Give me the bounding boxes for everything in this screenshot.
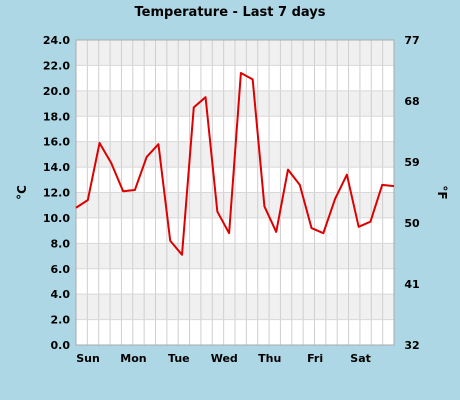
- y2-tick-label: 59: [404, 156, 419, 169]
- y2-tick-label: 50: [404, 217, 420, 230]
- y2-tick-label: 32: [404, 339, 419, 352]
- y2-tick-label: 77: [404, 34, 419, 47]
- y-axis-label-fahrenheit: °F: [435, 185, 449, 199]
- y-tick-label: 12.0: [43, 187, 70, 200]
- y-tick-label: 20.0: [43, 85, 70, 98]
- y-tick-label: 8.0: [51, 237, 71, 250]
- plot-area: [75, 39, 395, 346]
- chart-title: Temperature - Last 7 days: [135, 5, 326, 20]
- y-tick-label: 6.0: [51, 263, 71, 276]
- temperature-series-line: [75, 72, 395, 256]
- y-tick-label: 2.0: [51, 314, 71, 327]
- x-tick-label: Sun: [76, 352, 100, 365]
- x-tick-label: Mon: [120, 352, 146, 365]
- y-tick-label: 16.0: [43, 136, 70, 149]
- plot-border: [75, 39, 395, 346]
- y-tick-label: 4.0: [51, 288, 71, 301]
- y-axis-label-celsius: °C: [15, 185, 29, 200]
- y-tick-label: 14.0: [43, 161, 70, 174]
- x-tick-label: Wed: [211, 352, 238, 365]
- y-tick-label: 22.0: [43, 59, 70, 72]
- y-tick-label: 0.0: [51, 339, 71, 352]
- y2-tick-label: 68: [404, 95, 419, 108]
- x-tick-label: Thu: [258, 352, 281, 365]
- x-tick-label: Sat: [350, 352, 371, 365]
- x-tick-label: Fri: [307, 352, 323, 365]
- x-tick-label: Tue: [168, 352, 190, 365]
- y-tick-label: 24.0: [43, 34, 70, 47]
- y-tick-label: 10.0: [43, 212, 70, 225]
- y2-tick-label: 41: [404, 278, 419, 291]
- chart-marks: 0.0 2.0 4.0 6.0 8.0 10.0 12.0 14.0 16.0 18.0 20.0 2…: [43, 34, 420, 365]
- y-tick-label: 18.0: [43, 110, 70, 123]
